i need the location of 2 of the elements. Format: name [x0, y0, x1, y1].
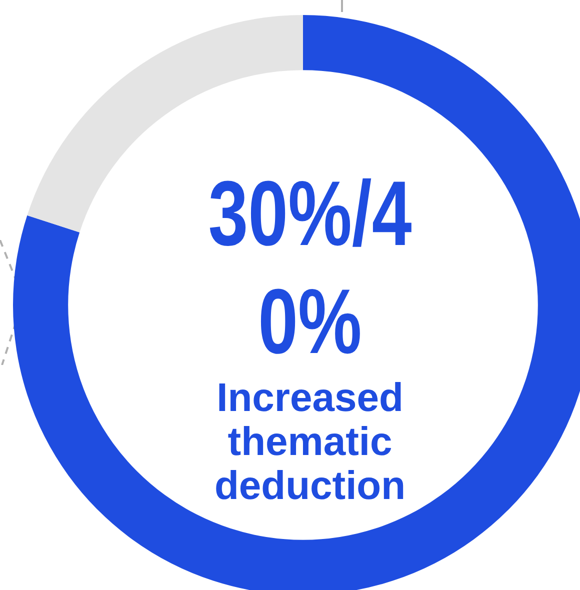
- text: 30%/40%: [207, 162, 413, 375]
- text: Increased thematic deduction: [213, 376, 407, 508]
